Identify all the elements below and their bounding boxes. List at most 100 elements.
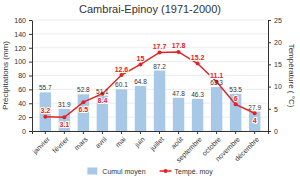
tick-label: 120 <box>14 44 26 51</box>
tick: juillet <box>148 131 166 153</box>
data-label: 27.9 <box>248 104 261 111</box>
data-label: 46.3 <box>191 91 204 98</box>
tick: 120 <box>14 44 32 51</box>
tick: 20 <box>268 39 282 46</box>
legend-item: Cumul moyen <box>87 168 145 176</box>
y2-axis-title: Température ( °C) <box>287 44 296 108</box>
data-label: 55.7 <box>39 84 52 91</box>
tick-mark <box>268 20 271 21</box>
tick-label: 160 <box>14 17 26 24</box>
tick: 100 <box>14 58 32 65</box>
tick-label: 100 <box>14 58 26 65</box>
bar <box>135 86 146 131</box>
tick: février <box>51 131 70 154</box>
line <box>45 52 254 117</box>
data-label: 63.3 <box>210 79 223 86</box>
tick-label: 0 <box>22 128 26 135</box>
tick: 10 <box>268 83 282 90</box>
tick-label: 20 <box>274 39 282 46</box>
tick-label: septembre <box>175 135 204 164</box>
tick-mark <box>268 87 271 88</box>
tick-label: avril <box>94 135 108 149</box>
tick: 5 <box>268 106 278 113</box>
tick-mark <box>29 34 32 35</box>
tick-mark <box>254 131 255 134</box>
data-label: 17.8 <box>172 42 186 49</box>
data-label: 8.4 <box>98 97 108 104</box>
tick-mark <box>268 64 271 65</box>
data-label: 52.8 <box>77 86 90 93</box>
marker <box>62 115 66 119</box>
tick: janvier <box>31 131 52 156</box>
marker <box>43 115 47 119</box>
tick-mark <box>45 131 46 134</box>
data-label: 4 <box>253 117 257 124</box>
plot: janvierfévriermars avril maijuinjuilletaoû… <box>1 17 296 165</box>
tick: avril <box>94 131 108 149</box>
legend-item: Tempé. moy <box>160 168 214 176</box>
tick-mark <box>29 76 32 77</box>
tick-mark <box>29 103 32 104</box>
data-label: 6.5 <box>79 106 89 113</box>
grid-line <box>32 33 268 34</box>
bar <box>40 92 51 131</box>
x-axis: janvierfévriermars avril maijuinjuilletaoû… <box>31 131 269 165</box>
tick-label: juin <box>133 135 147 149</box>
data-label: 64.8 <box>134 78 147 85</box>
tick-label: février <box>51 135 70 154</box>
bar <box>192 99 203 131</box>
tick-label: 0 <box>274 128 278 135</box>
tick-label: août <box>169 135 184 150</box>
tick: 25 <box>268 17 282 24</box>
data-label: 15 <box>137 55 145 62</box>
bar <box>97 96 108 131</box>
tick-mark <box>102 131 103 134</box>
tick-label: mai <box>114 135 127 148</box>
bar <box>154 71 165 131</box>
tick-label: mars <box>73 135 89 151</box>
tick-mark <box>235 131 236 134</box>
title: Cambrai-Epinoy (1971-2000) <box>79 3 221 15</box>
grid-line <box>32 20 268 21</box>
data-label: 17.7 <box>153 43 167 50</box>
tick: septembre <box>175 131 204 165</box>
tick-label: 140 <box>14 31 26 38</box>
tick: juin <box>133 131 147 150</box>
legend-label: Tempé. moy <box>175 168 214 176</box>
tick-mark <box>268 42 271 43</box>
data-label: 87.2 <box>153 63 166 70</box>
data-label: 3.2 <box>40 107 50 114</box>
tick-label: 80 <box>18 72 26 79</box>
tick-mark <box>29 20 32 21</box>
tick-mark <box>216 131 217 134</box>
marker <box>196 62 200 66</box>
axis-line <box>32 21 33 132</box>
tick-mark <box>121 131 122 134</box>
y-axis-title: Précipitations (mm) <box>1 41 10 110</box>
axis-line <box>268 21 269 132</box>
marker <box>119 73 123 77</box>
data-label: 51.1 <box>96 88 109 95</box>
bar <box>173 98 184 131</box>
tick: 0 <box>268 128 278 135</box>
bar <box>59 109 70 131</box>
tick: décembre <box>233 131 260 162</box>
legend: Cumul moyen Tempé. moy <box>87 168 213 176</box>
axis-line <box>33 132 269 135</box>
tick-mark <box>83 131 84 134</box>
y-axis: 020406080100120140160 <box>14 17 32 135</box>
data-label: 11.1 <box>210 72 223 79</box>
tick-label: 40 <box>18 100 26 107</box>
data-label: 31.9 <box>58 101 71 108</box>
tick-mark <box>159 131 160 134</box>
tick: 80 <box>18 72 32 79</box>
marker <box>177 50 181 54</box>
marker <box>138 62 142 66</box>
tick: mars <box>73 131 89 151</box>
grid-line <box>32 61 268 62</box>
tick-mark <box>29 48 32 49</box>
legend-swatch <box>87 168 97 175</box>
marker <box>253 111 257 115</box>
tick-mark <box>29 117 32 118</box>
data-label: 12.6 <box>115 66 129 73</box>
